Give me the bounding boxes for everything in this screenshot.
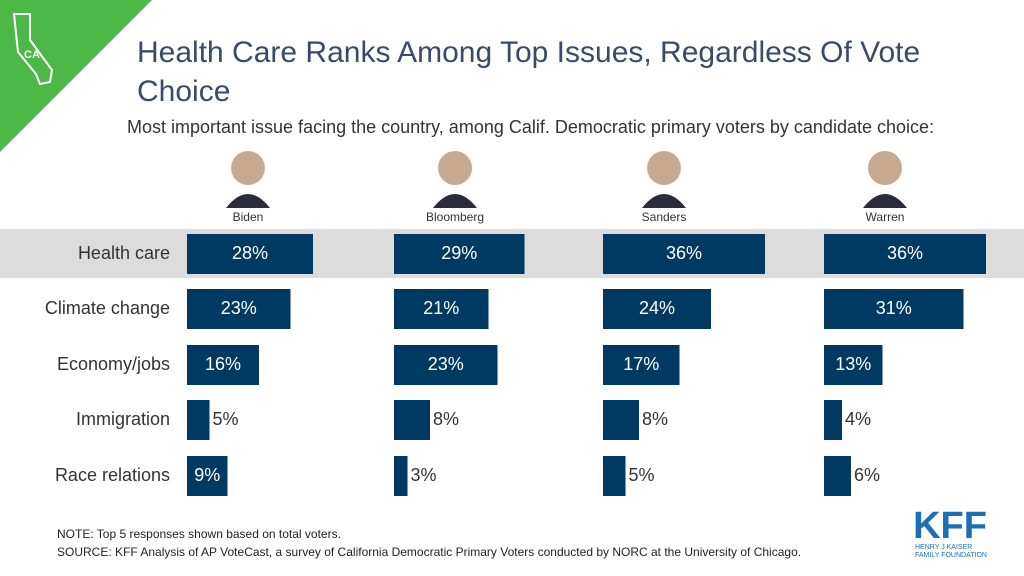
data-label: 23%	[428, 354, 464, 374]
category-label: Race relations	[55, 465, 170, 485]
logo-tagline: HENRY J KAISER	[915, 544, 972, 551]
chart-title: Health Care Ranks Among Top Issues, Rega…	[137, 36, 920, 108]
data-label: 16%	[205, 354, 241, 374]
data-label: 5%	[213, 409, 239, 429]
data-label: 9%	[194, 465, 220, 485]
legend-label: Bloomberg	[426, 210, 484, 224]
source: SOURCE: KFF Analysis of AP VoteCast, a s…	[57, 545, 801, 559]
legend-label: Biden	[233, 210, 264, 224]
bar	[394, 289, 489, 329]
data-label: 6%	[854, 465, 880, 485]
legend-label: Warren	[866, 210, 905, 224]
note: NOTE: Top 5 responses shown based on tot…	[57, 527, 341, 541]
candidate-photo	[226, 194, 270, 208]
category-label: Climate change	[45, 298, 170, 318]
badge-label: CA	[24, 49, 40, 61]
corner-badge	[0, 0, 152, 152]
bar	[187, 289, 291, 329]
chart-subtitle: Most important issue facing the country,…	[127, 117, 934, 137]
logo-tagline: FAMILY FOUNDATION	[915, 552, 987, 559]
bar	[603, 400, 639, 440]
bar	[394, 456, 408, 496]
bar	[824, 234, 986, 274]
bar	[824, 345, 883, 385]
data-label: 24%	[639, 298, 675, 318]
data-label: 31%	[876, 298, 912, 318]
bar	[603, 289, 711, 329]
bar	[187, 345, 259, 385]
data-label: 3%	[411, 465, 437, 485]
data-label: 17%	[623, 354, 659, 374]
candidate-photo	[868, 151, 902, 185]
bar	[394, 234, 525, 274]
bar	[394, 400, 430, 440]
candidate-photo	[863, 194, 907, 208]
logo-mark: KFF	[913, 505, 987, 547]
bar	[603, 456, 626, 496]
state-outline	[12, 13, 54, 86]
data-label: 8%	[642, 409, 668, 429]
bar	[394, 345, 498, 385]
data-label: 36%	[887, 243, 923, 263]
bar	[187, 400, 210, 440]
candidate-photo	[647, 151, 681, 185]
candidate-photo	[231, 151, 265, 185]
bar	[603, 234, 765, 274]
category-label: Economy/jobs	[57, 354, 170, 374]
data-label: 5%	[629, 465, 655, 485]
bar	[824, 456, 851, 496]
bar	[187, 456, 228, 496]
candidate-photo	[642, 194, 686, 208]
data-label: 36%	[666, 243, 702, 263]
candidate-photo	[438, 151, 472, 185]
category-label: Health care	[78, 243, 170, 263]
data-label: 23%	[221, 298, 257, 318]
bar	[603, 345, 680, 385]
category-label: Immigration	[76, 409, 170, 429]
data-label: 13%	[835, 354, 871, 374]
data-label: 29%	[441, 243, 477, 263]
bar	[824, 400, 842, 440]
data-label: 8%	[433, 409, 459, 429]
data-label: 28%	[232, 243, 268, 263]
bar	[187, 234, 313, 274]
bar	[824, 289, 964, 329]
data-label: 4%	[845, 409, 871, 429]
data-label: 21%	[423, 298, 459, 318]
candidate-photo	[433, 194, 477, 208]
legend-label: Sanders	[642, 210, 687, 224]
